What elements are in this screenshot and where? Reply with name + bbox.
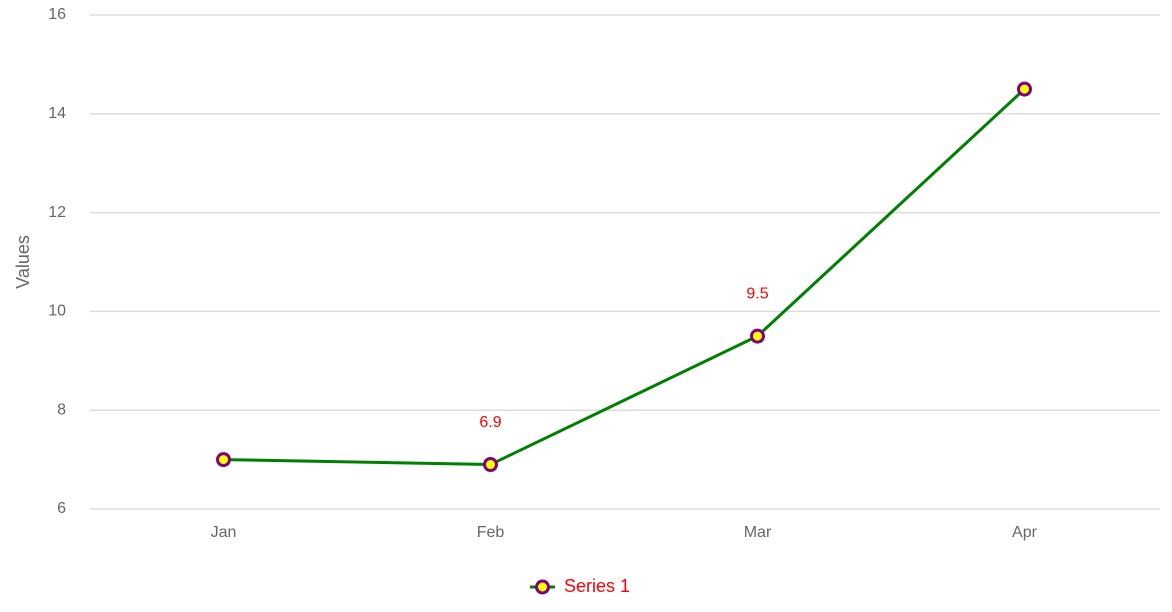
x-tick-label: Feb <box>477 524 505 541</box>
data-label: 9.5 <box>746 285 768 302</box>
x-tick-label: Jan <box>211 524 237 541</box>
y-tick-label: 14 <box>48 105 66 122</box>
point-marker <box>216 452 231 468</box>
y-tick-label: 6 <box>57 500 66 517</box>
y-tick-label: 12 <box>48 204 66 221</box>
x-tick-label: Apr <box>1012 524 1038 541</box>
y-tick-label: 16 <box>48 6 66 23</box>
point-marker <box>1017 81 1032 97</box>
y-tick-label: 10 <box>48 303 66 320</box>
data-label: 6.9 <box>479 414 501 431</box>
y-axis-title: Values <box>13 235 33 289</box>
legend-marker <box>535 579 550 595</box>
y-tick-label: 8 <box>57 401 66 418</box>
point-marker <box>750 328 765 344</box>
series-line <box>223 87 1026 467</box>
point-marker <box>483 457 498 473</box>
x-tick-label: Mar <box>744 524 772 541</box>
legend-label[interactable]: Series 1 <box>564 576 630 596</box>
